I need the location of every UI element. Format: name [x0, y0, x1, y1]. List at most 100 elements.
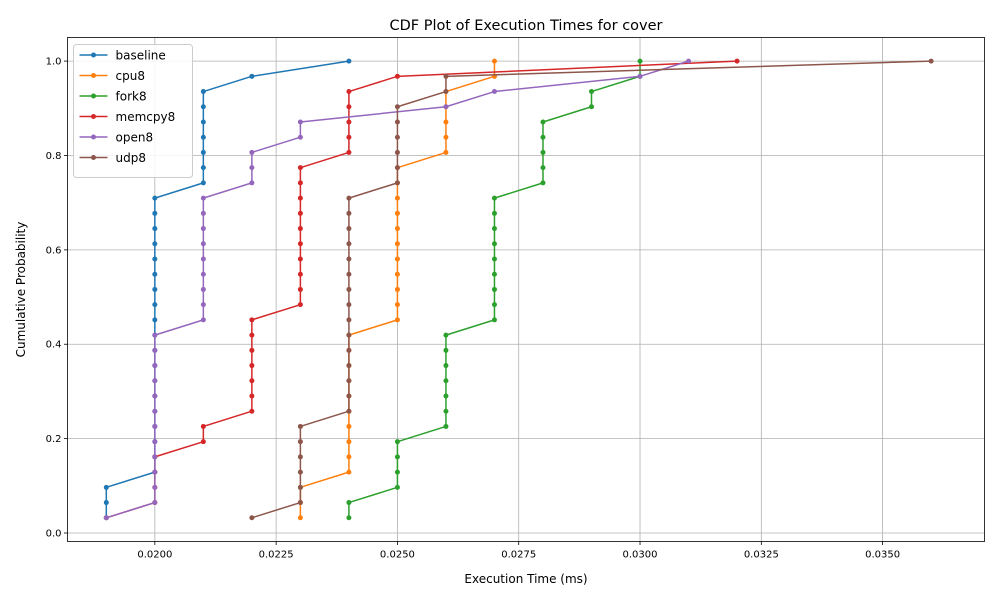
y-axis-label: Cumulative Probability: [14, 222, 28, 358]
legend-label: udp8: [116, 151, 146, 165]
data-point-udp8: [346, 317, 352, 323]
data-point-udp8: [346, 408, 352, 414]
data-point-fork8: [394, 484, 400, 490]
data-point-open8: [152, 439, 158, 445]
legend: baseline cpu8 fork8 memcpy8 open8 udp8: [73, 44, 193, 178]
data-point-udp8: [346, 271, 352, 277]
x-tick-label: 0.0350: [865, 550, 900, 561]
data-point-fork8: [491, 317, 497, 323]
data-point-udp8: [297, 439, 303, 445]
data-point-fork8: [540, 165, 546, 171]
data-point-udp8: [346, 332, 352, 338]
data-point-open8: [297, 119, 303, 125]
data-point-open8: [443, 104, 449, 110]
plot-frame: [67, 37, 985, 542]
y-tick-label: 0.0: [46, 529, 62, 540]
data-point-udp8: [394, 180, 400, 186]
data-point-baseline: [152, 210, 158, 216]
data-point-udp8: [346, 393, 352, 399]
data-point-udp8: [928, 58, 934, 64]
legend-marker: [91, 93, 96, 99]
data-point-udp8: [346, 241, 352, 247]
legend-item-open8: open8: [79, 130, 154, 144]
data-point-open8: [249, 149, 255, 155]
data-point-udp8: [346, 210, 352, 216]
data-point-udp8: [346, 286, 352, 292]
x-tick-label: 0.0225: [259, 550, 294, 561]
data-point-baseline: [152, 286, 158, 292]
x-tick-label: 0.0300: [623, 550, 658, 561]
data-point-memcpy8: [346, 104, 352, 110]
data-point-cpu8: [394, 226, 400, 232]
data-point-memcpy8: [249, 332, 255, 338]
data-point-baseline: [200, 149, 206, 155]
data-point-cpu8: [394, 317, 400, 323]
data-point-fork8: [589, 104, 594, 110]
data-point-udp8: [346, 363, 352, 369]
data-point-fork8: [491, 195, 497, 201]
data-point-open8: [297, 134, 303, 140]
data-point-fork8: [589, 89, 594, 95]
data-point-memcpy8: [297, 195, 303, 201]
data-point-udp8: [394, 165, 400, 171]
data-point-baseline: [152, 241, 158, 247]
data-point-memcpy8: [249, 317, 255, 323]
data-point-cpu8: [491, 58, 497, 64]
data-point-memcpy8: [297, 271, 303, 277]
data-point-open8: [152, 332, 158, 338]
data-point-fork8: [443, 423, 449, 429]
data-point-cpu8: [394, 241, 400, 247]
data-point-baseline: [200, 180, 206, 186]
data-point-open8: [152, 484, 158, 490]
data-point-udp8: [443, 89, 449, 95]
legend-item-baseline: baseline: [79, 48, 166, 62]
legend-label: open8: [116, 130, 154, 144]
data-point-fork8: [491, 241, 497, 247]
data-point-fork8: [491, 271, 497, 277]
data-point-fork8: [637, 58, 643, 64]
x-tick-label: 0.0200: [137, 550, 172, 561]
data-point-fork8: [491, 256, 497, 262]
data-point-cpu8: [346, 454, 352, 460]
data-point-open8: [686, 58, 692, 64]
data-point-cpu8: [394, 210, 400, 216]
data-point-fork8: [443, 347, 449, 353]
data-point-fork8: [540, 149, 546, 155]
data-point-baseline: [152, 317, 158, 323]
data-point-memcpy8: [249, 393, 255, 399]
data-point-open8: [200, 256, 206, 262]
data-point-cpu8: [443, 149, 449, 155]
data-point-memcpy8: [297, 241, 303, 247]
data-point-baseline: [249, 73, 255, 79]
series-layer: [103, 58, 934, 521]
legend-marker: [91, 155, 96, 160]
data-point-open8: [200, 210, 206, 216]
data-point-udp8: [346, 226, 352, 232]
data-point-memcpy8: [297, 256, 303, 262]
data-point-memcpy8: [200, 439, 206, 445]
legend-label: memcpy8: [116, 110, 176, 124]
data-point-open8: [200, 286, 206, 292]
data-point-udp8: [297, 484, 303, 490]
data-point-cpu8: [394, 256, 400, 262]
data-point-cpu8: [346, 423, 352, 429]
data-point-udp8: [297, 454, 303, 460]
data-point-cpu8: [346, 469, 352, 475]
data-point-open8: [200, 241, 206, 247]
data-point-open8: [152, 378, 158, 384]
data-point-memcpy8: [346, 89, 352, 95]
data-point-open8: [491, 89, 497, 95]
data-point-baseline: [152, 195, 158, 201]
data-point-fork8: [443, 332, 449, 338]
data-point-open8: [152, 393, 158, 399]
data-point-memcpy8: [297, 226, 303, 232]
y-tick-label: 1.0: [46, 57, 62, 68]
data-point-memcpy8: [249, 378, 255, 384]
data-point-memcpy8: [297, 302, 303, 308]
data-point-memcpy8: [346, 134, 352, 140]
data-point-open8: [200, 302, 206, 308]
data-point-cpu8: [297, 515, 303, 521]
data-point-memcpy8: [249, 408, 255, 414]
data-point-fork8: [491, 226, 497, 232]
data-point-fork8: [443, 408, 449, 414]
